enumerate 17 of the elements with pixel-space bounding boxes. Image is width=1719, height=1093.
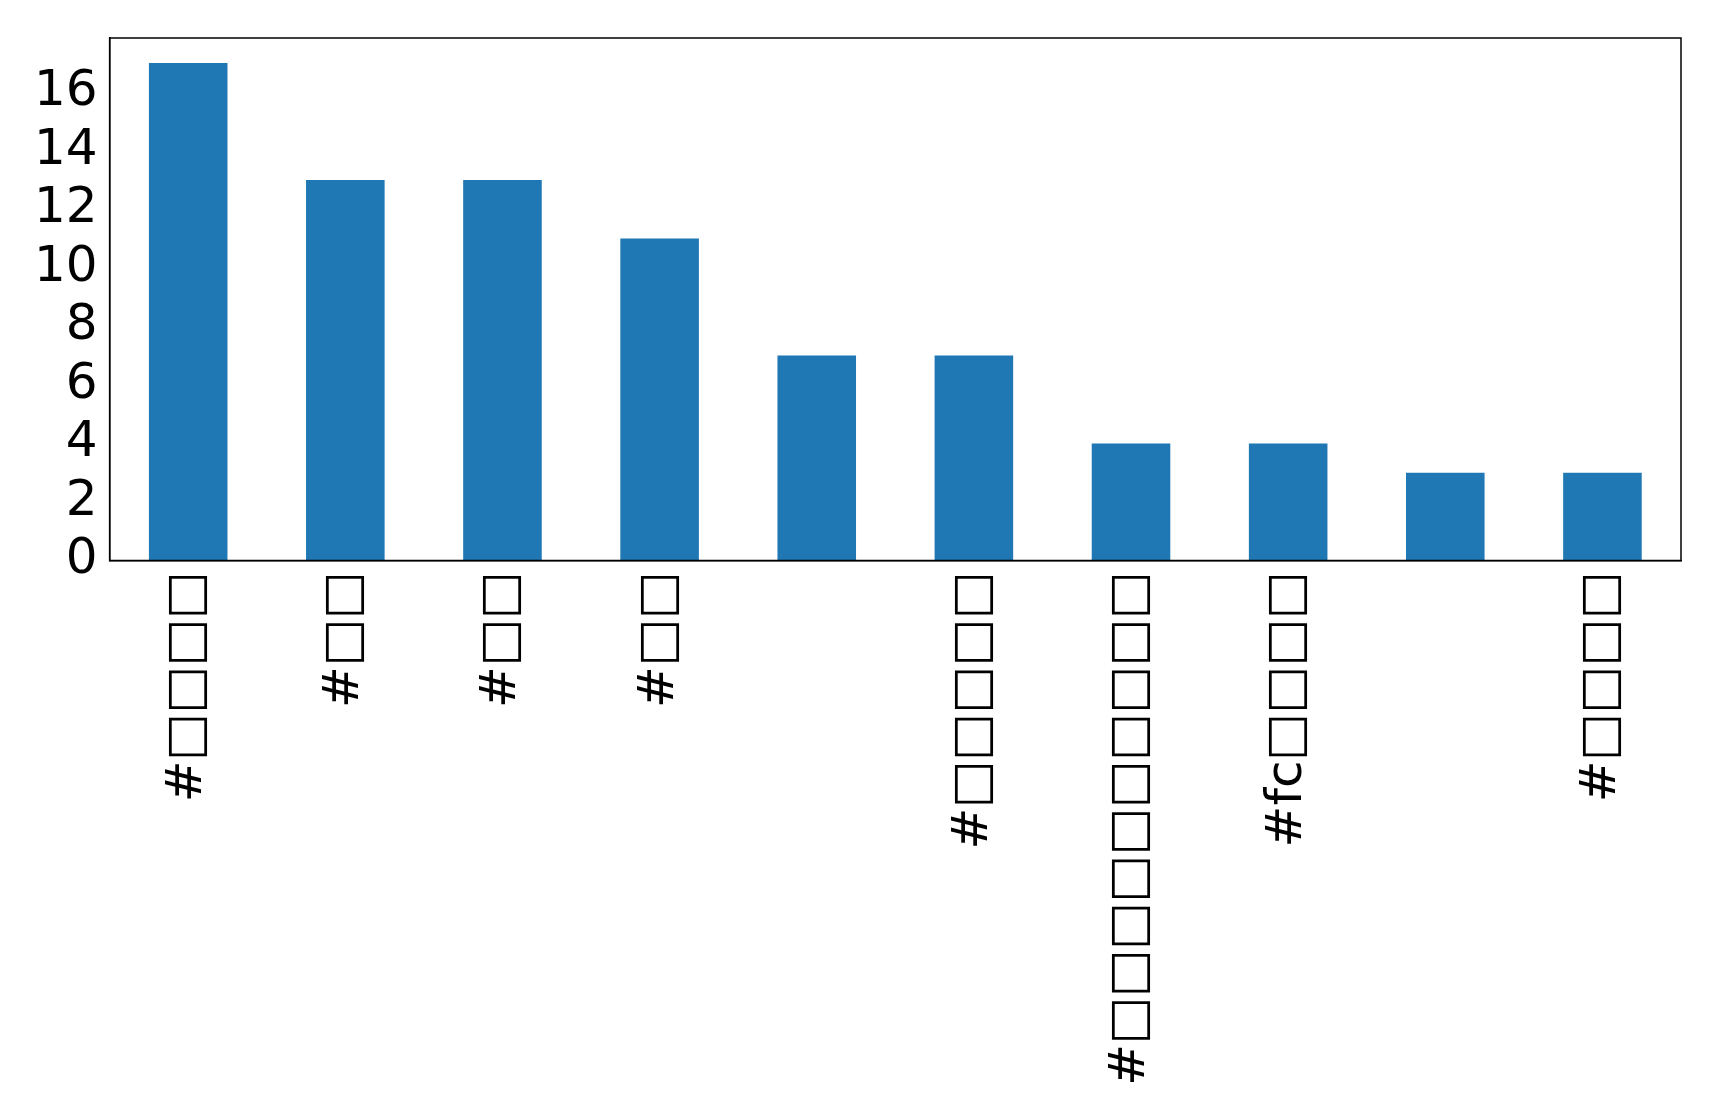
y-tick-label: 12 <box>34 176 98 235</box>
y-tick-label: 14 <box>34 117 98 176</box>
x-tick-label: #□□□□□□□□□□ <box>1098 571 1156 1086</box>
y-tick-label: 10 <box>34 234 98 293</box>
y-tick-label: 6 <box>65 351 98 410</box>
x-tick-label: #□□□□□ <box>940 571 999 850</box>
y-tick-label: 2 <box>65 468 98 527</box>
y-tick-label: 4 <box>65 410 98 469</box>
y-tick-label: 16 <box>34 59 98 118</box>
x-tick-label: #□□ <box>626 571 685 708</box>
y-tick-label: 0 <box>65 527 98 586</box>
x-tick-label: #□□ <box>469 571 528 708</box>
x-tick-label: #□□□□ <box>1569 571 1628 803</box>
y-tick-label: 8 <box>65 293 98 352</box>
x-tick-label: #fc□□□□ <box>1255 571 1314 848</box>
x-tick-label: #□□□□ <box>155 571 214 803</box>
x-tick-label: #□□ <box>312 571 371 708</box>
